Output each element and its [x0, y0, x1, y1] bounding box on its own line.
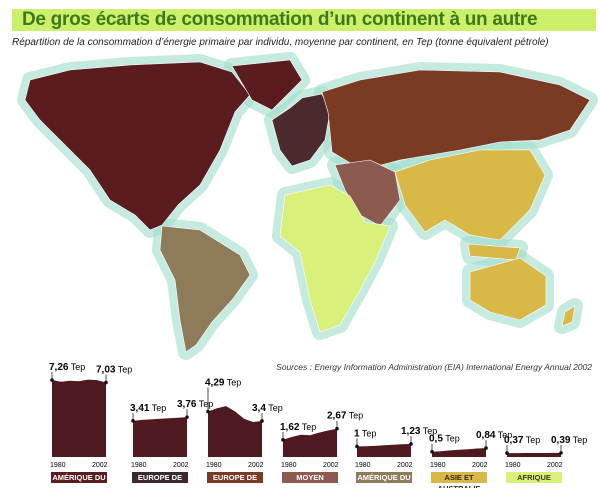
area-mark — [507, 452, 561, 457]
continent-label: AMÉRIQUE DU NORD — [51, 472, 107, 488]
end-point — [260, 419, 264, 423]
end-point — [185, 415, 189, 419]
x-tick-start: 1980 — [131, 462, 147, 469]
continent-label: AMÉRIQUE DU SUD — [356, 472, 412, 488]
start-point — [430, 449, 434, 454]
region-eastern-europe-russia — [321, 69, 591, 171]
region-western-europe — [271, 93, 331, 167]
end-value-label: 3,76 Tep — [177, 399, 213, 410]
start-value-label: 7,26 Tep — [49, 362, 85, 373]
end-value-label: 0,84 Tep — [476, 430, 512, 441]
region-north-america — [24, 61, 251, 231]
chart-3: 1,62 Tep 2,67 Tep 1980 2002 — [280, 411, 363, 469]
chart-6: 0,37 Tep 0,39 Tep 1980 2002 — [504, 435, 587, 469]
end-value-label: 0,39 Tep — [551, 435, 587, 446]
start-point — [505, 451, 509, 455]
x-tick-end: 2002 — [173, 462, 189, 469]
chart-4: 1 Tep 1,23 Tep 1980 2002 — [354, 426, 437, 469]
start-value-label: 3,41 Tep — [130, 403, 166, 414]
x-tick-end: 2002 — [248, 462, 264, 469]
chart-2: 4,29 Tep 3,4 Tep 1980 2002 — [205, 378, 283, 469]
chart-5: 0,5 Tep 0,84 Tep 1980 2002 — [429, 430, 512, 469]
x-tick-end: 2002 — [92, 462, 108, 469]
continent-label: EUROPE DE L'OUEST — [132, 472, 188, 488]
area-mark — [357, 444, 411, 457]
region-middle-east — [334, 159, 401, 227]
end-value-label: 3,4 Tep — [252, 403, 283, 414]
area-mark — [283, 428, 337, 457]
area-mark — [432, 448, 486, 457]
x-tick-end: 2002 — [472, 462, 488, 469]
start-value-label: 1,62 Tep — [280, 422, 316, 433]
end-point — [409, 442, 413, 446]
region-australia — [469, 257, 547, 321]
start-point — [206, 409, 210, 414]
end-point — [559, 451, 563, 455]
continent-label: EUROPE DE L'EST — [207, 472, 263, 488]
area-mark — [52, 379, 106, 457]
x-tick-start: 1980 — [281, 462, 297, 469]
end-point — [335, 426, 339, 431]
x-tick-end: 2002 — [323, 462, 339, 469]
chart-0: 7,26 Tep 7,03 Tep 1980 2002 — [49, 362, 132, 469]
start-point — [281, 438, 285, 442]
x-tick-end: 2002 — [547, 462, 563, 469]
continent-label: ASIE ET AUSTRALIE — [431, 472, 487, 488]
region-asia — [394, 149, 546, 241]
x-tick-start: 1980 — [355, 462, 371, 469]
page-title: De gros écarts de consommation d’un cont… — [12, 9, 596, 31]
subtitle: Répartition de la consommation d’énergie… — [12, 37, 549, 48]
x-tick-start: 1980 — [206, 462, 222, 469]
start-value-label: 0,37 Tep — [504, 435, 540, 446]
area-mark — [208, 406, 262, 457]
region-new-zealand — [561, 305, 576, 327]
region-south-america — [159, 225, 251, 353]
continent-label: MOYEN ORIENT — [282, 472, 338, 488]
region-greenland — [231, 59, 303, 111]
end-value-label: 7,03 Tep — [96, 364, 132, 375]
area-mark — [133, 417, 187, 457]
x-tick-start: 1980 — [50, 462, 66, 469]
start-point — [50, 378, 54, 382]
x-tick-start: 1980 — [505, 462, 521, 469]
x-tick-end: 2002 — [397, 462, 413, 469]
end-point — [484, 446, 488, 450]
end-point — [104, 380, 108, 385]
start-point — [131, 419, 135, 423]
start-value-label: 4,29 Tep — [205, 378, 241, 389]
end-value-label: 2,67 Tep — [327, 411, 363, 422]
start-value-label: 0,5 Tep — [429, 434, 460, 445]
start-value-label: 1 Tep — [354, 428, 376, 439]
source-note: Sources : Energy Information Administrat… — [276, 362, 592, 372]
start-point — [355, 444, 359, 449]
end-value-label: 1,23 Tep — [401, 426, 437, 437]
region-africa — [279, 184, 391, 333]
x-tick-start: 1980 — [430, 462, 446, 469]
continent-label: AFRIQUE — [506, 472, 562, 483]
chart-1: 3,41 Tep 3,76 Tep 1980 2002 — [130, 399, 213, 469]
